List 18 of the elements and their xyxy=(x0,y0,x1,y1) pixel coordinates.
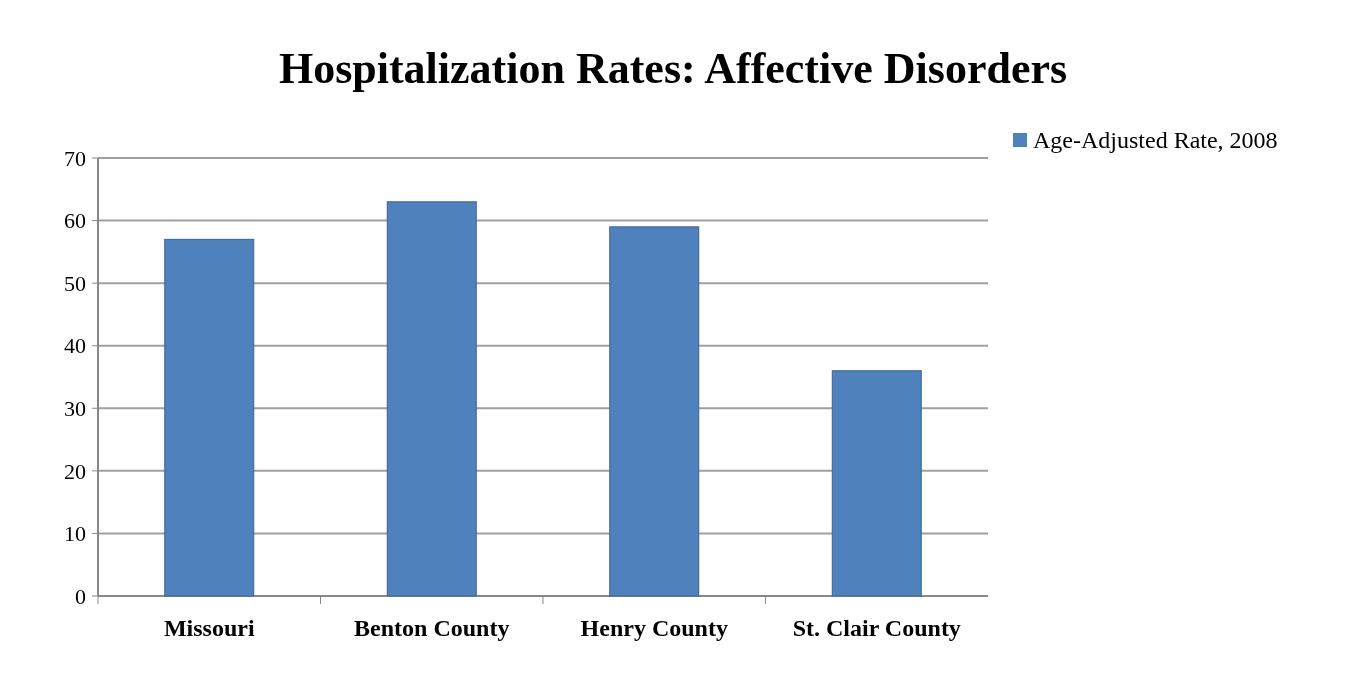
x-tick-label: St. Clair County xyxy=(792,615,961,641)
bar xyxy=(386,201,477,597)
y-tick-label: 70 xyxy=(64,145,86,171)
y-tick-label: 0 xyxy=(75,583,86,609)
y-tick-label: 50 xyxy=(64,270,86,296)
x-tick-label: Missouri xyxy=(163,615,255,641)
y-tick-label: 60 xyxy=(64,208,86,234)
bar xyxy=(609,226,700,597)
chart-title: Hospitalization Rates: Affective Disorders xyxy=(278,44,1068,93)
y-tick-label: 20 xyxy=(64,458,86,484)
legend-label: Age-Adjusted Rate, 2008 xyxy=(1033,127,1278,154)
x-tick-label: Henry County xyxy=(580,615,728,641)
bar xyxy=(164,238,255,597)
bar xyxy=(831,370,922,597)
y-tick-label: 10 xyxy=(64,521,86,547)
y-tick-label: 30 xyxy=(64,395,86,421)
x-tick-label: Benton County xyxy=(354,615,510,641)
y-tick-label: 40 xyxy=(64,333,86,359)
